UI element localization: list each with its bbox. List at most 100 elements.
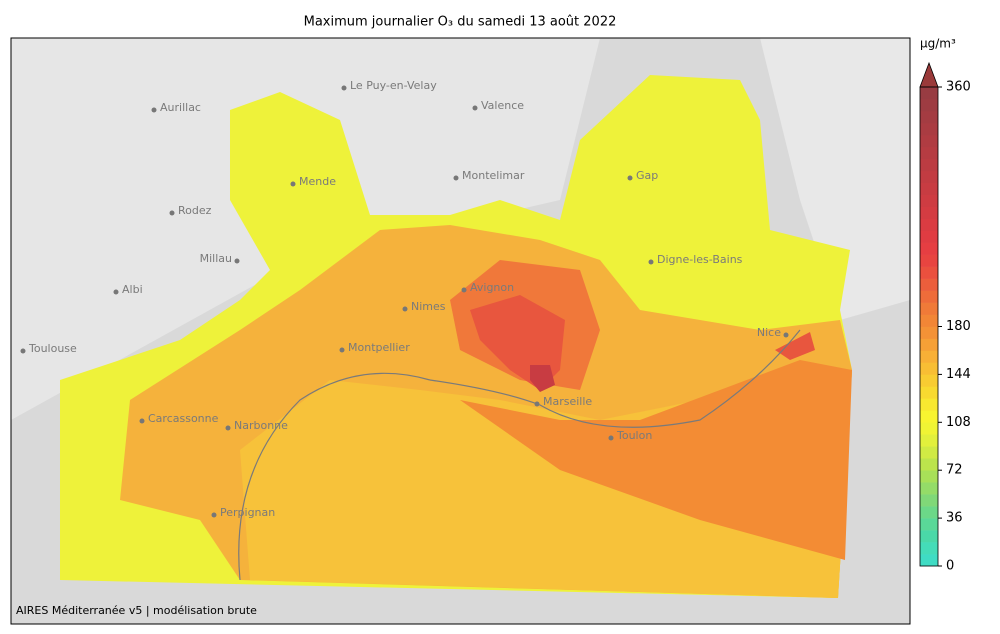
city-dot <box>783 332 789 338</box>
colorbar-bin <box>920 410 938 423</box>
colorbar-bin <box>920 470 938 483</box>
colorbar-tick-label: 360 <box>946 80 971 95</box>
city-label: Albi <box>122 283 143 296</box>
city-label: Narbonne <box>234 419 288 432</box>
city-dot <box>234 258 240 264</box>
city-label: Valence <box>481 99 524 112</box>
colorbar-bin <box>920 458 938 471</box>
map-title: Maximum journalier O₃ du samedi 13 août … <box>304 15 617 30</box>
city-label: Montpellier <box>348 341 410 354</box>
city-dot <box>151 107 157 113</box>
colorbar-bin <box>920 146 938 160</box>
city-dot <box>290 181 296 187</box>
cities: Aurillac Le Puy-en-Velay Valence Mende Rodez… <box>20 79 789 519</box>
city-dot <box>608 435 614 441</box>
city-dot <box>453 175 459 181</box>
city-dot <box>20 348 26 354</box>
city-label: Rodez <box>178 204 212 217</box>
city-dot <box>339 347 345 353</box>
city-label: Toulon <box>616 429 652 442</box>
city-label: Nice <box>757 326 781 339</box>
colorbar-bin <box>920 206 938 220</box>
city-label: Mende <box>299 175 336 188</box>
map-frame <box>10 37 911 625</box>
colorbar-bin <box>920 182 938 196</box>
city-label: Le Puy-en-Velay <box>350 79 437 92</box>
colorbar-tick-label: 36 <box>946 511 963 526</box>
colorbar-bin <box>920 338 938 351</box>
colorbar-bin <box>920 530 938 543</box>
city-label: Toulouse <box>28 342 77 355</box>
colorbar-tick-label: 108 <box>946 415 971 430</box>
colorbar-bin <box>920 314 938 327</box>
colorbar-unit: µg/m³ <box>920 37 956 51</box>
ozone-field <box>460 360 852 560</box>
colorbar-tick-label: 72 <box>946 463 963 478</box>
colorbar-bin <box>920 230 938 243</box>
colorbar-bin <box>920 554 938 567</box>
city-label: Avignon <box>470 281 514 294</box>
colorbar-bin <box>920 98 938 112</box>
city-label: Marseille <box>543 395 592 408</box>
city-dot <box>461 287 467 293</box>
city-label: Millau <box>200 252 232 265</box>
colorbar-bin <box>920 542 938 555</box>
colorbar-bin <box>920 290 938 303</box>
colorbar-bin <box>920 158 938 172</box>
colorbar-bin <box>920 482 938 495</box>
colorbar-bin <box>920 87 938 100</box>
colorbar-tick-label: 0 <box>946 559 954 574</box>
colorbar-bin <box>920 374 938 387</box>
relief <box>760 38 910 320</box>
city-dot <box>169 210 175 216</box>
city-dot <box>211 512 217 518</box>
city-dot <box>648 259 654 265</box>
city-dot <box>472 105 478 111</box>
colorbar-bin <box>920 266 938 279</box>
colorbar-bin <box>920 506 938 519</box>
colorbar-bin <box>920 434 938 447</box>
city-dot <box>139 418 145 424</box>
map <box>10 37 911 625</box>
colorbar-bin <box>920 350 938 363</box>
ozone-field <box>530 365 555 392</box>
colorbar-extend <box>919 61 939 88</box>
city-dot <box>627 175 633 181</box>
colorbar-bin <box>920 386 938 399</box>
city-label: Aurillac <box>160 101 201 114</box>
colorbar: 0 36 72 108 144 180 360 <box>919 61 971 574</box>
city-dot <box>534 401 540 407</box>
colorbar-bin <box>920 422 938 435</box>
city-label: Perpignan <box>220 506 275 519</box>
colorbar-bin <box>920 446 938 459</box>
colorbar-bin <box>920 170 938 184</box>
colorbar-bin <box>920 494 938 507</box>
city-dot <box>113 289 119 295</box>
credit: AIRES Méditerranée v5 | modélisation bru… <box>16 604 257 617</box>
city-label: Nimes <box>411 300 446 313</box>
city-dot <box>402 306 408 312</box>
city-label: Digne-les-Bains <box>657 253 743 266</box>
colorbar-bin <box>920 398 938 411</box>
ozone-field <box>775 332 815 360</box>
colorbar-bin <box>920 302 938 315</box>
city-dot <box>341 85 347 91</box>
colorbar-bin <box>920 122 938 136</box>
colorbar-bin <box>920 134 938 148</box>
colorbar-tick-label: 144 <box>946 367 971 382</box>
colorbar-bin <box>920 326 938 339</box>
city-label: Montelimar <box>462 169 525 182</box>
colorbar-bin <box>920 110 938 124</box>
colorbar-tick-label: 180 <box>946 319 971 334</box>
colorbar-bin <box>920 218 938 231</box>
city-dot <box>225 425 231 431</box>
city-label: Carcassonne <box>148 412 219 425</box>
coastline <box>238 372 431 581</box>
colorbar-bin <box>920 278 938 291</box>
colorbar-bin <box>920 242 938 255</box>
colorbar-bin <box>920 362 938 375</box>
colorbar-bin <box>920 518 938 531</box>
colorbar-bin <box>920 254 938 267</box>
coastline <box>429 329 801 428</box>
